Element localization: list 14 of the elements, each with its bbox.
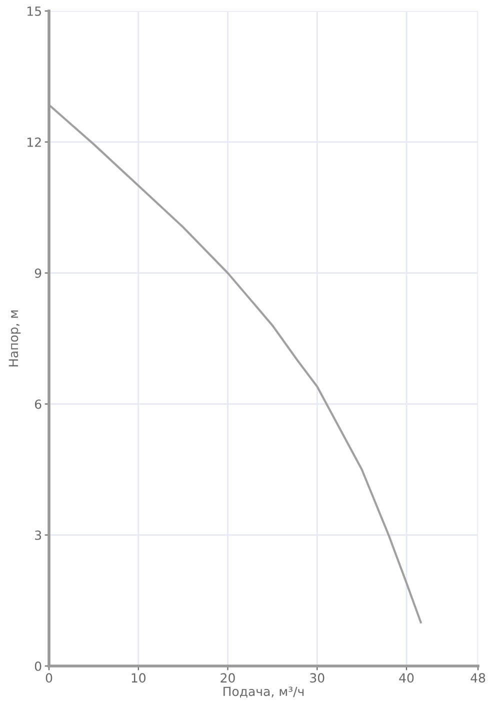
x-tick-label: 20: [220, 673, 235, 683]
y-tick-label: 6: [34, 399, 42, 409]
x-tick-label: 40: [399, 673, 414, 683]
y-tick-label: 3: [35, 530, 42, 540]
y-tick-label: 12: [28, 137, 41, 147]
y-tick-label: 0: [34, 661, 42, 671]
x-tick-label: 0: [46, 673, 52, 683]
y-tick-label: 9: [34, 268, 42, 278]
x-axis-title: Подача, м³/ч: [224, 686, 304, 698]
x-tick-label: 48: [470, 673, 486, 683]
x-tick-label: 30: [310, 673, 324, 683]
y-tick-label: 15: [28, 6, 41, 16]
y-axis-title: Напор, м: [8, 310, 21, 366]
x-tick-label: 10: [132, 673, 146, 683]
